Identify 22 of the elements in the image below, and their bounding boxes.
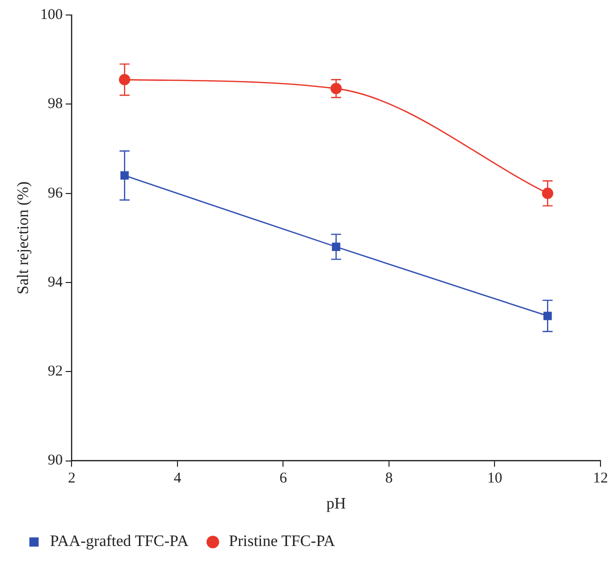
x-tick-label: 6 bbox=[279, 470, 288, 487]
x-tick-label: 10 bbox=[487, 470, 502, 487]
y-axis-title: Salt rejection (%) bbox=[14, 181, 32, 294]
point bbox=[120, 171, 129, 180]
x-tick-label: 12 bbox=[593, 470, 608, 487]
legend-label: Pristine TFC-PA bbox=[228, 533, 336, 550]
point bbox=[542, 188, 554, 199]
y-tick-label: 94 bbox=[48, 274, 64, 290]
point bbox=[332, 242, 340, 251]
y-tick-label: 98 bbox=[48, 96, 63, 112]
y-tick-label: 92 bbox=[48, 364, 63, 380]
point bbox=[118, 74, 130, 86]
x-axis-title: pH bbox=[326, 496, 346, 513]
point bbox=[330, 82, 342, 94]
y-tick-label: 96 bbox=[48, 185, 64, 202]
point bbox=[543, 312, 552, 320]
x-tick-label: 2 bbox=[68, 470, 76, 487]
y-tick-label: 90 bbox=[48, 452, 63, 469]
x-tick-label: 8 bbox=[385, 470, 393, 487]
y-tick-label: 100 bbox=[40, 6, 63, 23]
legend-label: PAA-grafted TFC-PA bbox=[50, 533, 189, 550]
x-tick-label: 4 bbox=[174, 470, 182, 487]
